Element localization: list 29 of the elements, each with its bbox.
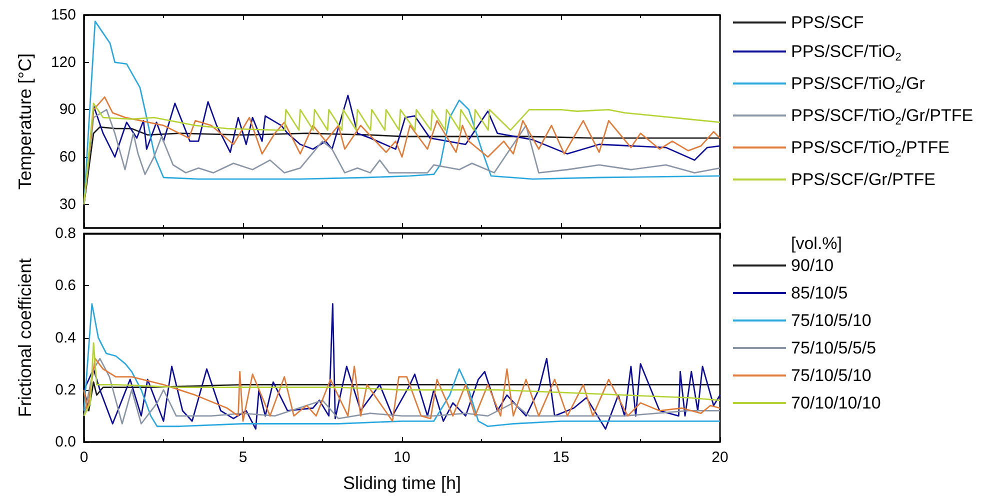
x-tick-label: 15 [552,449,570,466]
y-tick-label: 0.2 [55,381,76,398]
y-tick-label: 0.0 [55,434,76,450]
legend-label: 75/10/5/10 [791,311,872,330]
y-tick-label: 120 [50,54,76,71]
y-tick-label: 90 [59,101,76,118]
legend-label: PPS/SCF [791,13,864,32]
line-series [83,342,721,417]
y-axis-title: Temperature [°C] [15,53,35,190]
x-axis-title: Sliding time [h] [342,473,462,493]
line-series [83,381,721,412]
legend-label: 85/10/5 [791,284,848,302]
y-tick-label: 0.8 [55,225,76,242]
x-tick-label: 0 [80,449,88,466]
y-axis-title: Frictional coefficient [15,258,35,418]
legend-label: PPS/SCF/Gr/PTFE [791,170,936,189]
y-tick-label: 150 [50,6,76,24]
legend-label: 90/10 [791,256,834,275]
legend-label: 75/10/5/5/5 [791,338,876,358]
y-tick-label: 60 [59,148,76,166]
x-tick-label: 10 [394,449,410,466]
x-tick-label: 5 [238,449,248,466]
legend-label: 75/10/5/10 [791,366,872,385]
y-tick-label: 30 [59,196,76,213]
y-tick-label: 0.6 [55,277,76,294]
y-tick-label: 0.4 [55,329,76,346]
x-tick-label: 20 [712,449,728,466]
legend-label: 70/10/10/10 [791,394,881,412]
legend-title: [vol.%] [791,234,842,253]
